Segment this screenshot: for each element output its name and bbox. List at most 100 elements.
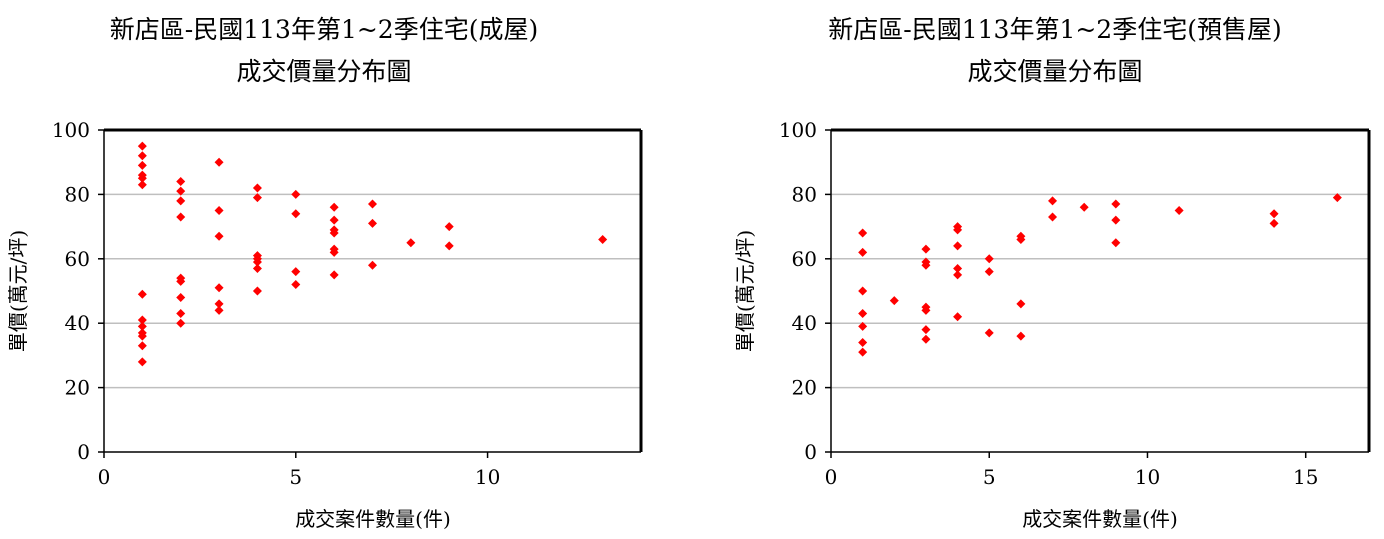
y-tick-label: 20	[65, 376, 90, 400]
data-point	[953, 241, 963, 251]
data-point	[444, 222, 454, 232]
y-tick-label: 0	[804, 440, 817, 464]
data-point	[176, 212, 186, 222]
data-point	[137, 151, 147, 161]
data-point	[329, 215, 339, 225]
data-point	[1048, 196, 1058, 206]
data-point	[1111, 215, 1121, 225]
data-point	[291, 267, 301, 277]
data-point	[858, 321, 868, 331]
data-point	[137, 160, 147, 170]
data-point	[214, 206, 224, 215]
data-point	[444, 241, 454, 251]
data-point	[368, 199, 377, 209]
data-point	[291, 189, 301, 199]
data-point	[137, 331, 147, 341]
data-point	[291, 280, 301, 290]
data-point	[214, 299, 224, 309]
data-point	[291, 209, 301, 219]
data-point	[329, 247, 339, 257]
data-point	[368, 260, 377, 270]
data-point	[1048, 212, 1058, 222]
data-point	[406, 238, 416, 248]
data-point	[137, 341, 147, 351]
data-point	[1111, 238, 1121, 248]
data-point	[176, 292, 186, 302]
chart-title-line2: 成交價量分布圖	[236, 57, 411, 86]
data-point	[137, 315, 147, 325]
chart-resale-homes: 新店區-民國113年第1~2季住宅(成屋) 成交價量分布圖 成交案件數量(件) …	[6, 15, 643, 531]
data-point	[1269, 209, 1279, 219]
y-tick-label: 40	[65, 311, 90, 335]
chart-presale-homes: 新店區-民國113年第1~2季住宅(預售屋) 成交價量分布圖 成交案件數量(件)…	[733, 15, 1371, 531]
data-point	[953, 263, 963, 273]
x-tick-label: 5	[983, 465, 996, 489]
data-point	[921, 325, 931, 335]
chart-title-line1: 新店區-民國113年第1~2季住宅(預售屋)	[828, 15, 1281, 44]
data-point	[176, 276, 186, 286]
x-axis-title: 成交案件數量(件)	[1022, 507, 1178, 531]
data-point	[1016, 234, 1026, 244]
data-point	[137, 180, 147, 190]
data-point	[953, 312, 963, 322]
data-point	[176, 196, 186, 206]
y-tick-label: 80	[65, 182, 90, 206]
data-point	[858, 228, 868, 238]
data-point	[858, 247, 868, 257]
data-point	[953, 225, 963, 235]
y-axis-title: 單價(萬元/坪)	[733, 230, 757, 352]
data-point	[1332, 193, 1342, 203]
data-point	[176, 318, 186, 328]
x-tick-label: 15	[1293, 465, 1318, 489]
data-point	[858, 338, 868, 348]
y-axis-title: 單價(萬元/坪)	[6, 230, 30, 352]
data-point	[858, 286, 868, 296]
chart-title-line2: 成交價量分布圖	[967, 57, 1142, 86]
data-point	[953, 270, 963, 280]
y-tick-label: 100	[52, 118, 90, 142]
data-point	[921, 334, 931, 344]
plot-area: 0 20 40 60 80 100 0 5 10 15	[779, 118, 1371, 489]
data-point	[1016, 299, 1026, 309]
x-axis-title: 成交案件數量(件)	[295, 507, 451, 531]
y-tick-label: 40	[792, 311, 817, 335]
x-tick-label: 0	[825, 465, 838, 489]
y-tick-label: 80	[792, 182, 817, 206]
data-point	[889, 296, 899, 306]
x-tick-label: 0	[98, 465, 111, 489]
data-point	[176, 177, 186, 187]
data-point	[252, 193, 262, 203]
data-point	[921, 260, 931, 270]
y-tick-label: 60	[65, 247, 90, 271]
data-point	[214, 231, 224, 241]
data-point	[137, 173, 147, 183]
data-point	[176, 186, 186, 196]
data-point	[1079, 202, 1089, 212]
y-tick-label: 0	[77, 440, 90, 464]
data-point	[252, 286, 262, 296]
data-point	[984, 267, 994, 277]
data-point	[1269, 218, 1279, 228]
data-point	[137, 141, 147, 151]
data-point	[1016, 331, 1026, 341]
data-point	[984, 254, 994, 264]
data-point	[984, 328, 994, 338]
data-point	[329, 270, 339, 280]
y-tick-label: 60	[792, 247, 817, 271]
x-tick-label: 10	[475, 465, 500, 489]
x-tick-label: 10	[1135, 465, 1160, 489]
data-point	[176, 309, 186, 319]
y-tick-label: 20	[792, 376, 817, 400]
data-point	[137, 289, 147, 299]
data-point	[252, 183, 262, 193]
data-point	[214, 157, 224, 167]
x-tick-label: 5	[289, 465, 302, 489]
data-point	[137, 357, 147, 367]
data-point	[329, 228, 339, 238]
y-tick-label: 100	[779, 118, 817, 142]
data-point	[1111, 199, 1121, 209]
chart-title-line1: 新店區-民國113年第1~2季住宅(成屋)	[110, 15, 538, 44]
data-point	[214, 283, 224, 293]
data-point	[252, 263, 262, 273]
